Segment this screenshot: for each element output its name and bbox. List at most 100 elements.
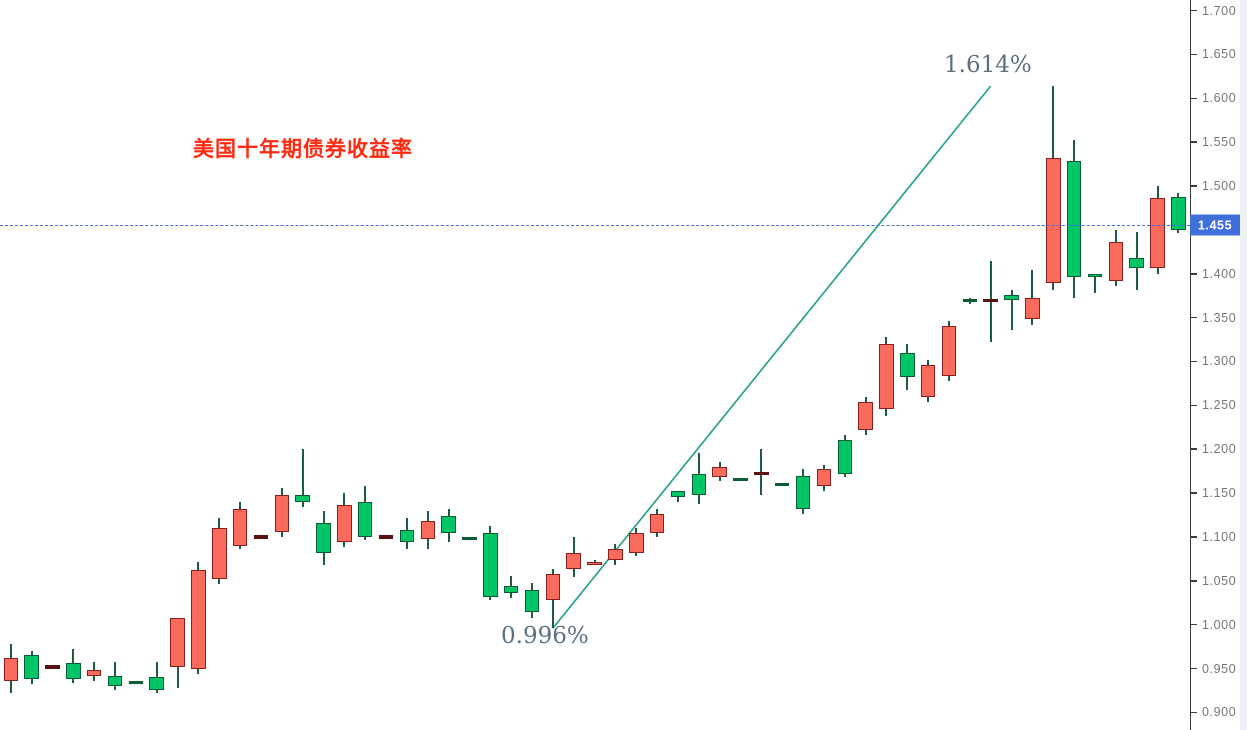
axis-tick-label: 1.200 (1202, 442, 1237, 457)
candle[interactable] (149, 0, 164, 730)
axis-tick (1191, 9, 1197, 12)
candle[interactable] (191, 0, 206, 730)
candle[interactable] (670, 0, 686, 730)
candle[interactable] (253, 0, 269, 730)
candle[interactable] (399, 0, 415, 730)
candle[interactable] (420, 0, 435, 730)
candle[interactable] (212, 0, 227, 730)
candle-body (441, 515, 456, 534)
candle[interactable] (295, 0, 310, 730)
candle[interactable] (774, 0, 790, 730)
candle[interactable] (66, 0, 81, 730)
axis-tick-label: 1.100 (1202, 529, 1237, 544)
candle-body (86, 670, 102, 676)
candle[interactable] (816, 0, 832, 730)
candle-body (503, 586, 519, 594)
candle-body (962, 298, 978, 302)
candle[interactable] (649, 0, 665, 730)
candle[interactable] (941, 0, 957, 730)
candle-body (670, 491, 686, 497)
candle-body (566, 552, 581, 569)
candle[interactable] (483, 0, 498, 730)
candle-body (316, 522, 331, 553)
candle-body (1171, 196, 1186, 230)
candle[interactable] (1004, 0, 1019, 730)
axis-scrollbar-track[interactable] (1240, 0, 1247, 730)
candle[interactable] (795, 0, 811, 730)
candle[interactable] (524, 0, 540, 730)
candle-body (608, 549, 623, 560)
annotation-swing-high: 1.614% (944, 52, 1032, 78)
candle[interactable] (170, 0, 185, 730)
candle-body (920, 365, 936, 397)
axis-tick-label: 1.000 (1202, 617, 1237, 632)
candle-body (941, 326, 957, 376)
candle[interactable] (1087, 0, 1103, 730)
candle-body (816, 468, 832, 487)
candle[interactable] (962, 0, 978, 730)
candle[interactable] (712, 0, 727, 730)
candle[interactable] (629, 0, 644, 730)
candle-body (420, 521, 435, 539)
axis-tick (1191, 53, 1197, 56)
candle[interactable] (232, 0, 248, 730)
candle[interactable] (357, 0, 373, 730)
candle[interactable] (754, 0, 769, 730)
candle[interactable] (545, 0, 561, 730)
candle[interactable] (128, 0, 144, 730)
price-axis[interactable]: 1.7001.6501.6001.5501.5001.4501.4001.350… (1190, 0, 1247, 730)
candle-wick (1010, 289, 1013, 330)
candle[interactable] (900, 0, 915, 730)
candle-body (3, 658, 18, 681)
candle[interactable] (1171, 0, 1186, 730)
candle[interactable] (274, 0, 290, 730)
candle[interactable] (858, 0, 873, 730)
candle[interactable] (1066, 0, 1082, 730)
candle[interactable] (107, 0, 123, 730)
candle-body (232, 508, 248, 546)
candle[interactable] (1025, 0, 1040, 730)
candle-body (983, 298, 998, 302)
candle[interactable] (983, 0, 998, 730)
candle[interactable] (691, 0, 707, 730)
current-price-badge: 1.455 (1190, 214, 1240, 236)
candle[interactable] (462, 0, 477, 730)
axis-tick-label: 1.700 (1202, 3, 1237, 18)
candle[interactable] (337, 0, 352, 730)
candle-body (253, 535, 269, 539)
candle-body (66, 663, 81, 680)
axis-tick-label: 1.050 (1202, 573, 1237, 588)
candle-body (24, 654, 39, 680)
candle[interactable] (45, 0, 60, 730)
candle[interactable] (608, 0, 623, 730)
candle[interactable] (24, 0, 39, 730)
candle[interactable] (920, 0, 936, 730)
candle[interactable] (378, 0, 394, 730)
candle[interactable] (503, 0, 519, 730)
candle[interactable] (587, 0, 602, 730)
candle-body (837, 440, 852, 474)
candle[interactable] (3, 0, 18, 730)
candle-body (1150, 198, 1165, 269)
candle[interactable] (1129, 0, 1144, 730)
candle[interactable] (1150, 0, 1165, 730)
candle[interactable] (86, 0, 102, 730)
candle[interactable] (1108, 0, 1124, 730)
candle[interactable] (837, 0, 852, 730)
axis-tick (1191, 141, 1197, 143)
candle[interactable] (441, 0, 456, 730)
candle-body (378, 535, 394, 539)
candle-body (587, 561, 602, 566)
candle[interactable] (733, 0, 748, 730)
candle[interactable] (1046, 0, 1061, 730)
candle-body (858, 401, 873, 430)
axis-tick (1191, 667, 1197, 670)
candle-body (733, 477, 748, 481)
candle-body (128, 681, 144, 685)
axis-tick-label: 1.600 (1202, 91, 1237, 106)
candle-wick (176, 658, 179, 688)
candle[interactable] (566, 0, 581, 730)
candle[interactable] (879, 0, 894, 730)
candle[interactable] (316, 0, 331, 730)
plot-area[interactable] (0, 0, 1190, 730)
